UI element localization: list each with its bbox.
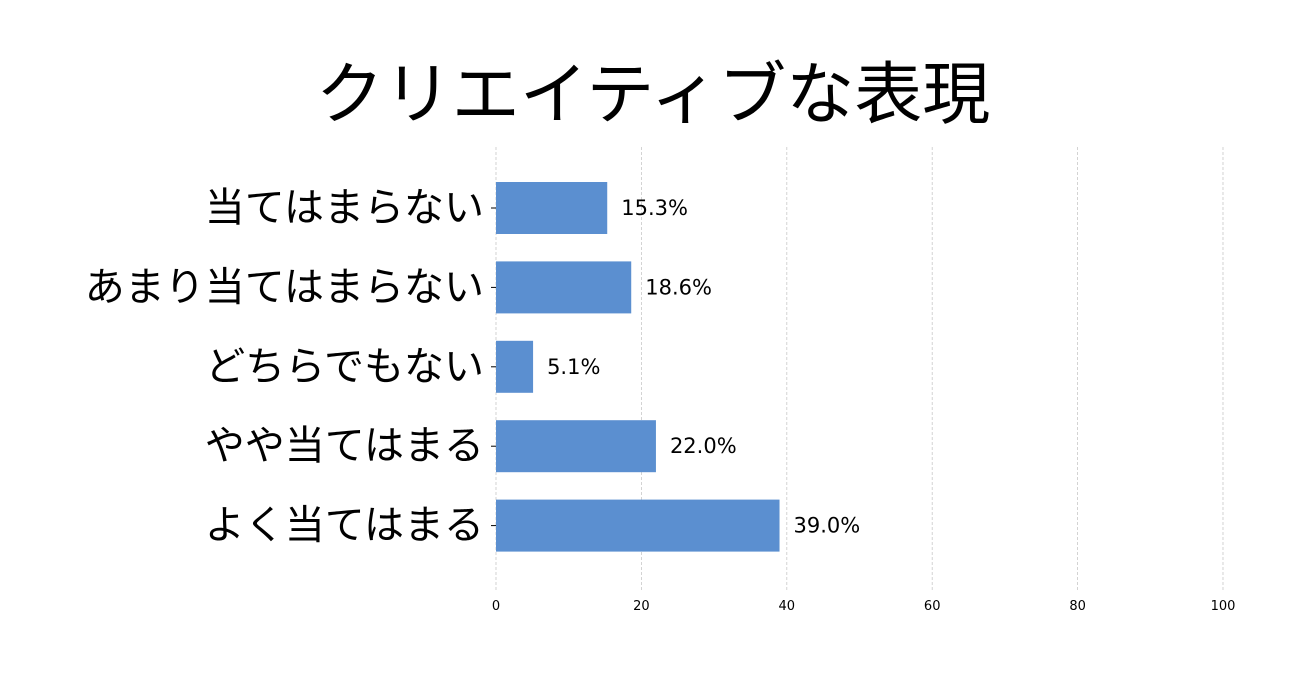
value-label: 22.0% — [670, 434, 737, 458]
x-tick-label: 40 — [779, 599, 796, 614]
x-tick-label: 0 — [492, 599, 500, 614]
chart-title: クリエイティブな表現 — [315, 56, 991, 135]
value-label: 5.1% — [547, 355, 600, 379]
bar — [496, 420, 656, 473]
value-label: 39.0% — [794, 514, 861, 538]
category-label: やや当てはまる — [205, 423, 484, 469]
value-label: 15.3% — [621, 196, 688, 220]
bars — [496, 182, 780, 552]
bar — [496, 499, 780, 552]
category-label: よく当てはまる — [205, 503, 484, 549]
x-tick-label: 100 — [1211, 599, 1236, 614]
labels: 0 20 40 60 80 100 当てはまらない 15.3% あまり当てはまらない 18.6% ど… — [85, 185, 1236, 614]
category-label: どちらでもない — [205, 344, 484, 390]
category-label: あまり当てはまらない — [85, 264, 484, 310]
bar — [496, 182, 608, 234]
value-label: 18.6% — [645, 275, 712, 299]
category-label: 当てはまらない — [205, 185, 484, 231]
x-tick-label: 20 — [633, 599, 650, 614]
x-tick-label: 60 — [924, 599, 941, 614]
x-tick-label: 80 — [1069, 599, 1086, 614]
bar — [496, 340, 534, 393]
bar — [496, 261, 632, 314]
